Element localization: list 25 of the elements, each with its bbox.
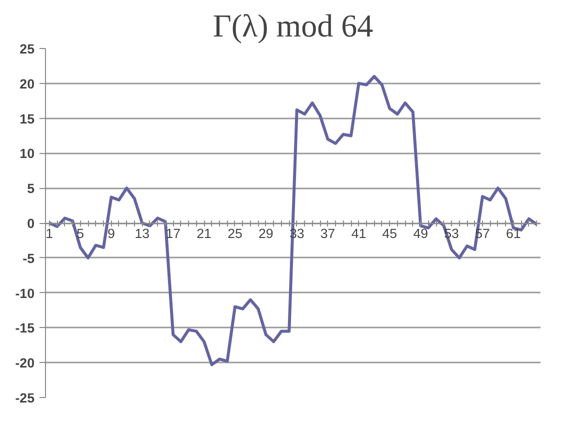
- x-tick-label: 13: [134, 226, 150, 241]
- y-tick-label: 20: [20, 76, 35, 92]
- x-tick-label: 49: [413, 226, 428, 241]
- x-tick-label: 45: [382, 226, 398, 241]
- line-series: [48, 74, 538, 366]
- x-tick-label: 5: [76, 226, 84, 241]
- y-tick-label: -5: [22, 250, 36, 266]
- y-tick-label: 0: [27, 216, 35, 231]
- y-tick-label: -20: [15, 356, 34, 371]
- y-tick-label: 10: [20, 146, 35, 162]
- x-tick-label: 25: [228, 226, 242, 241]
- x-tick-label: 9: [108, 226, 115, 241]
- x-tick-label: 41: [351, 226, 366, 241]
- y-tick-label: 15: [20, 111, 36, 126]
- y-tick-label: 5: [27, 181, 36, 196]
- x-tick-label: 61: [506, 226, 521, 241]
- y-tick-label: -15: [15, 320, 36, 336]
- x-tick-label: 29: [258, 226, 274, 241]
- x-tick-label: 37: [320, 226, 336, 241]
- y-tick-label: 25: [20, 42, 36, 56]
- y-tick-label: -25: [15, 390, 36, 406]
- y-tick-label: -10: [15, 286, 34, 301]
- chart-title: Γ(λ) mod 64: [212, 8, 374, 44]
- x-tick-label: 21: [196, 226, 212, 241]
- x-tick-label: 1: [46, 226, 54, 241]
